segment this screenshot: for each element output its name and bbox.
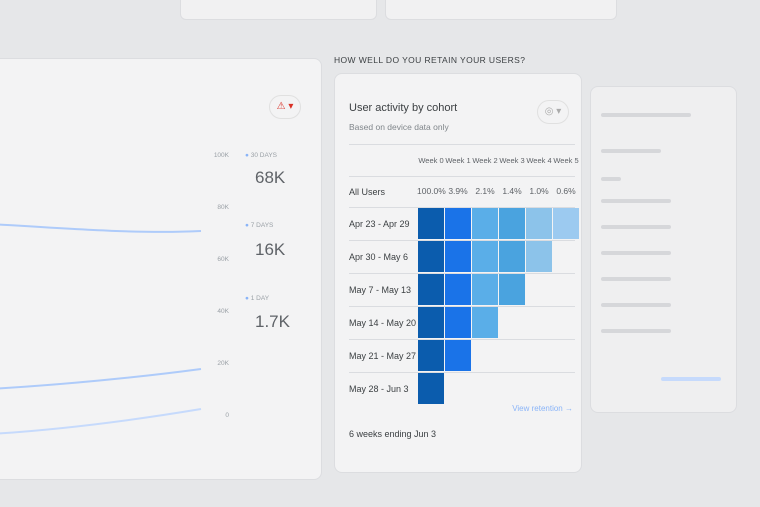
activity-line-chart xyxy=(0,223,202,435)
cohort-card: User activity by cohort Based on device … xyxy=(334,73,582,473)
cohort-cell[interactable] xyxy=(472,208,498,239)
cohort-row-label: May 21 - May 27 xyxy=(349,351,417,361)
section-title: HOW WELL DO YOU RETAIN YOUR USERS? xyxy=(334,55,526,65)
y-tick-label: 20K xyxy=(217,360,229,367)
cohort-cell[interactable] xyxy=(418,340,444,371)
cohort-cell[interactable] xyxy=(418,373,444,404)
cohort-row-label: Apr 30 - May 6 xyxy=(349,252,409,262)
value-30-days: 68K xyxy=(255,168,286,187)
all-users-value: 1.4% xyxy=(502,186,522,196)
cohort-row-label: Apr 23 - Apr 29 xyxy=(349,219,410,229)
cohort-cell[interactable] xyxy=(499,274,525,305)
y-tick-label: 40K xyxy=(217,308,229,315)
legend-7-days: ● 7 DAYS xyxy=(245,222,274,229)
row-divider xyxy=(349,306,575,307)
cohort-row-label: May 7 - May 13 xyxy=(349,285,412,295)
card-title: User activity by cohort xyxy=(349,102,458,114)
cohort-cell[interactable] xyxy=(472,307,498,338)
cohort-cell[interactable] xyxy=(418,274,444,305)
series-line-30-days xyxy=(0,223,202,233)
cohort-cell[interactable] xyxy=(418,208,444,239)
cohort-cell[interactable] xyxy=(418,241,444,272)
y-tick-label: 0 xyxy=(225,412,229,419)
cohort-cell[interactable] xyxy=(526,241,552,272)
cohort-cell[interactable] xyxy=(553,208,579,239)
column-header: Week 0 xyxy=(418,156,444,165)
cohort-cell[interactable] xyxy=(499,208,525,239)
card-menu-button[interactable]: ◎ ▾ xyxy=(537,100,569,124)
cohort-cell[interactable] xyxy=(445,274,471,305)
all-users-label: All Users xyxy=(349,187,386,197)
user-activity-card: ⚠ ▾ xyxy=(0,58,322,480)
column-header: Week 3 xyxy=(499,156,525,165)
side-card xyxy=(590,86,737,413)
all-users-value: 1.0% xyxy=(529,186,549,196)
top-card-right xyxy=(385,0,617,20)
series-line-1-day xyxy=(0,408,202,435)
divider xyxy=(349,176,575,177)
cohort-cell[interactable] xyxy=(445,208,471,239)
alert-menu-button[interactable]: ⚠ ▾ xyxy=(269,95,301,119)
row-divider xyxy=(349,207,575,208)
column-header: Week 4 xyxy=(526,156,552,165)
cohort-cell[interactable] xyxy=(472,274,498,305)
y-tick-label: 60K xyxy=(217,256,229,263)
cohort-row-label: May 14 - May 20 xyxy=(349,318,417,328)
card-subtitle: Based on device data only xyxy=(349,122,449,132)
date-range-footer: 6 weeks ending Jun 3 xyxy=(349,429,437,439)
cohort-cell[interactable] xyxy=(499,241,525,272)
row-divider xyxy=(349,240,575,241)
cohort-cell[interactable] xyxy=(418,307,444,338)
row-divider xyxy=(349,372,575,373)
legend-1-day: ● 1 DAY xyxy=(245,295,270,302)
legend-30-days: ● 30 DAYS xyxy=(245,152,277,159)
all-users-value: 2.1% xyxy=(475,186,495,196)
y-tick-label: 80K xyxy=(217,204,229,211)
all-users-value: 3.9% xyxy=(448,186,468,196)
cohort-cell[interactable] xyxy=(445,340,471,371)
cohort-cell[interactable] xyxy=(445,241,471,272)
divider xyxy=(349,144,575,145)
view-retention-link[interactable]: View retention → xyxy=(512,404,573,413)
cohort-cell[interactable] xyxy=(472,241,498,272)
y-tick-label: 100K xyxy=(213,152,229,159)
cohort-cell[interactable] xyxy=(526,208,552,239)
column-header: Week 2 xyxy=(472,156,498,165)
row-divider xyxy=(349,273,575,274)
column-header: Week 1 xyxy=(445,156,471,165)
all-users-value: 100.0% xyxy=(417,186,446,196)
series-line-7-days xyxy=(0,368,202,390)
column-header: Week 5 xyxy=(553,156,579,165)
top-card-left xyxy=(180,0,377,20)
cohort-cell[interactable] xyxy=(445,307,471,338)
value-7-days: 16K xyxy=(255,240,286,259)
row-divider xyxy=(349,339,575,340)
cohort-row-label: May 28 - Jun 3 xyxy=(349,384,409,394)
value-1-day: 1.7K xyxy=(255,312,290,331)
all-users-value: 0.6% xyxy=(556,186,576,196)
